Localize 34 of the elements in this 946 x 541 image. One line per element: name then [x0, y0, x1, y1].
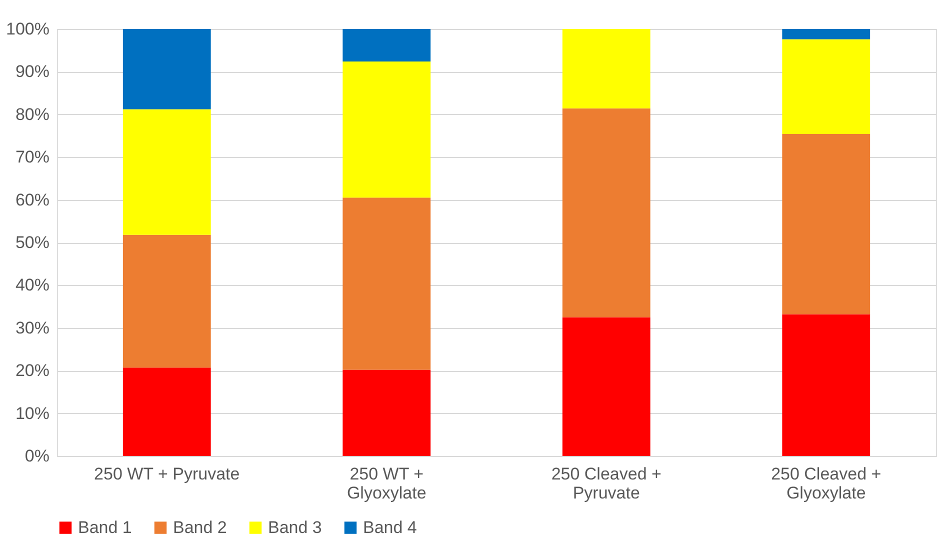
y-tick-label: 80%: [15, 104, 50, 124]
bar: [342, 29, 431, 62]
legend-label: Band 2: [173, 518, 227, 537]
y-tick-label: 30%: [15, 318, 50, 338]
y-tick-label: 50%: [15, 233, 50, 252]
y-tick-label: 0%: [24, 446, 50, 466]
bar: [342, 370, 431, 456]
y-tick-label: 10%: [15, 404, 50, 423]
bar: [782, 134, 870, 314]
bar: [782, 29, 870, 40]
y-tick-label: 60%: [15, 190, 50, 210]
legend-label: Band 3: [268, 518, 322, 537]
bar: [342, 61, 431, 198]
bar: [122, 109, 211, 235]
bar: [562, 29, 650, 108]
bar: [562, 317, 650, 456]
bar: [342, 198, 431, 370]
bar: [122, 234, 211, 368]
bar: [122, 29, 211, 110]
y-tick-label: 70%: [15, 148, 50, 167]
y-tick-label: 100%: [6, 20, 50, 38]
bar: [122, 368, 211, 456]
legend-label: Band 1: [78, 518, 132, 537]
bar: [782, 39, 870, 134]
y-tick-label: 90%: [15, 62, 50, 82]
x-tick-label: 250 Cleaved + Glyoxylate: [771, 464, 882, 502]
x-tick-label: 250 WT + Glyoxylate: [346, 464, 426, 502]
legend-label: Band 4: [363, 518, 417, 537]
x-tick-label: 250 Cleaved + Pyruvate: [551, 464, 662, 502]
y-tick-label: 40%: [15, 276, 50, 295]
x-tick-label: 250 WT + Pyruvate: [94, 464, 240, 484]
bar: [562, 108, 650, 318]
bar: [782, 314, 870, 456]
y-tick-label: 20%: [15, 361, 50, 380]
